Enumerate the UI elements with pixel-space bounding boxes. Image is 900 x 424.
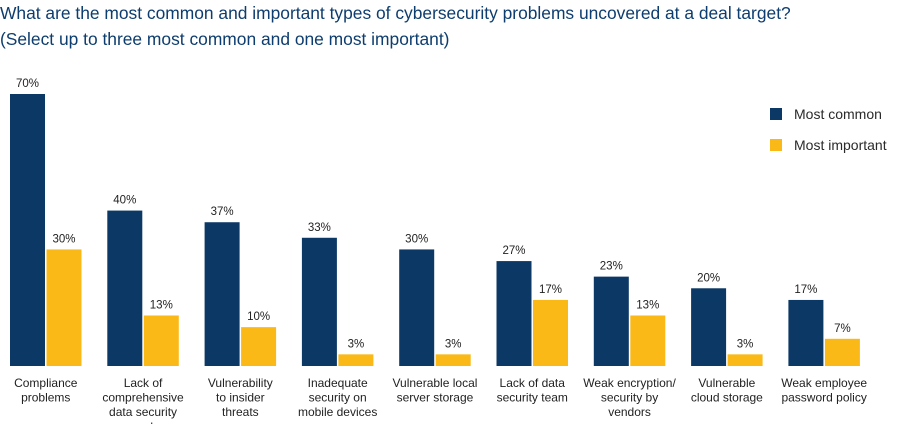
category-label: cloud storage (691, 391, 763, 405)
category-label: Vulnerability (208, 376, 273, 390)
category-label: Weak encryption/ (583, 376, 676, 390)
data-label-most-important: 7% (834, 323, 851, 335)
legend-swatch-most-important (770, 139, 782, 151)
data-label-most-common: 70% (16, 78, 39, 90)
data-label-most-important: 13% (636, 299, 659, 311)
data-label-most-important: 17% (539, 284, 562, 296)
legend-label-most-important: Most important (794, 137, 887, 153)
bar-most-important (241, 327, 277, 366)
data-label-most-common: 37% (211, 206, 234, 218)
bar-most-important (46, 249, 82, 366)
bar-most-important (338, 354, 374, 366)
bar-most-common (204, 222, 240, 366)
data-label-most-common: 23% (600, 261, 623, 273)
category-label: Weak employee (781, 376, 867, 390)
chart-title: What are the most common and important t… (0, 0, 900, 52)
category-label: vendors (608, 405, 651, 419)
data-label-most-common: 30% (405, 233, 428, 245)
data-label-most-important: 10% (247, 311, 270, 323)
bar-most-common (788, 299, 824, 366)
data-label-most-common: 40% (113, 195, 136, 207)
category-label: data security (109, 405, 177, 419)
bar-most-important (727, 354, 763, 366)
category-label: Vulnerable local (392, 376, 477, 390)
chart-subtitle: (Select up to three most common and one … (0, 29, 450, 49)
category-label: password policy (781, 391, 866, 405)
bar-most-important (824, 338, 860, 366)
data-label-most-important: 3% (445, 338, 462, 350)
data-label-most-important: 3% (348, 338, 365, 350)
chart-title-line-1: What are the most common and important t… (0, 3, 791, 23)
category-label: Vulnerable (698, 376, 755, 390)
data-label-most-common: 33% (308, 222, 331, 234)
data-label-most-important: 3% (737, 338, 754, 350)
category-label: security team (497, 391, 568, 405)
data-label-most-important: 13% (150, 299, 173, 311)
bar-most-common (107, 210, 143, 366)
category-label: Lack of data (500, 376, 566, 390)
bar-most-common (10, 94, 45, 366)
legend: Most common Most important (770, 104, 887, 166)
category-label: Inadequate (308, 376, 368, 390)
category-label: Compliance (14, 376, 78, 390)
bar-most-important (143, 315, 179, 366)
bar-most-common (691, 288, 727, 366)
category-label: to insider (216, 391, 265, 405)
data-label-most-common: 27% (502, 245, 525, 257)
category-label: comprehensive (102, 391, 184, 405)
legend-item-most-common: Most common (770, 104, 887, 124)
bar-most-common (593, 276, 629, 366)
bar-most-important (533, 299, 568, 366)
data-label-most-common: 17% (794, 284, 817, 296)
legend-label-most-common: Most common (794, 106, 882, 122)
category-label: problems (21, 391, 70, 405)
category-label: and (133, 420, 153, 424)
category-label: server storage (397, 391, 474, 405)
data-label-most-common: 20% (697, 272, 720, 284)
bar-most-important (435, 354, 471, 366)
bar-most-common (399, 249, 435, 366)
category-label: security on (309, 391, 367, 405)
data-label-most-important: 30% (52, 233, 75, 245)
bar-most-important (630, 315, 666, 366)
legend-item-most-important: Most important (770, 135, 887, 155)
category-label: security by (601, 391, 658, 405)
bar-most-common (301, 237, 337, 366)
bar-most-common (496, 261, 532, 366)
legend-swatch-most-common (770, 108, 782, 120)
category-label: Lack of (124, 376, 163, 390)
category-label: mobile devices (298, 405, 377, 419)
category-label: threats (222, 405, 259, 419)
